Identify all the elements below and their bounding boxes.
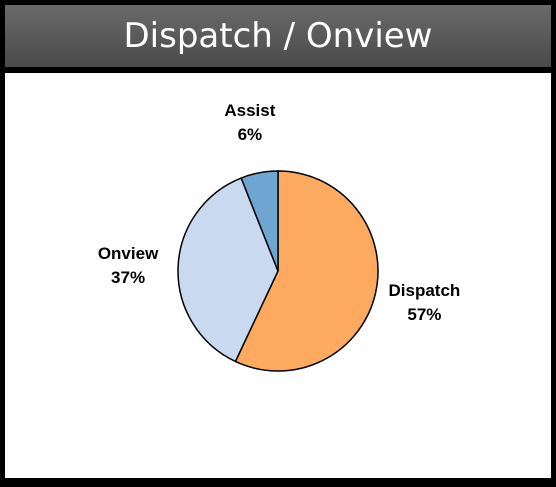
slice-value-label: 57% (407, 305, 441, 324)
slice-label: Onview (98, 244, 159, 263)
slice-value-label: 6% (238, 125, 263, 144)
pie-slice (234, 170, 379, 372)
pie-slice (177, 177, 279, 363)
panel-title: Dispatch / Onview (5, 5, 551, 73)
slice-label: Assist (224, 101, 275, 120)
pie-slice (240, 170, 279, 272)
slice-label: Dispatch (388, 281, 460, 300)
slice-value-label: 37% (111, 268, 145, 287)
